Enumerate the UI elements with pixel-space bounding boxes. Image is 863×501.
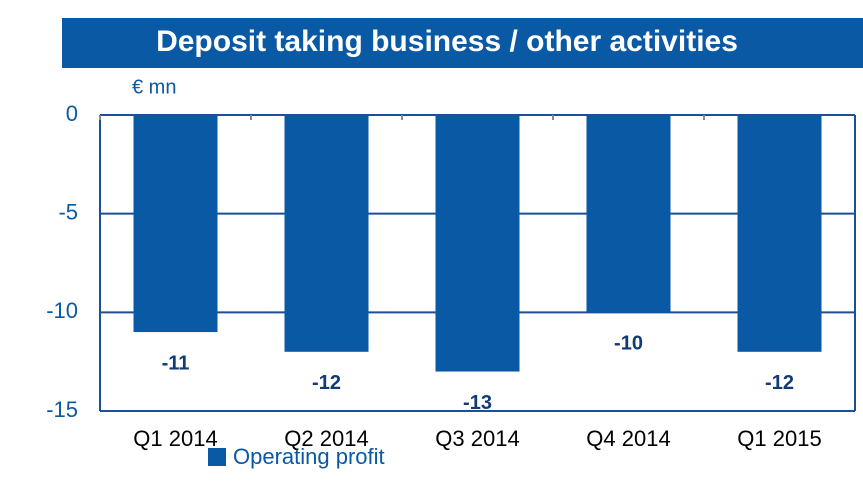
x-tick-label: Q4 2014 <box>586 426 670 451</box>
x-tick-label: Q3 2014 <box>435 426 519 451</box>
bar <box>133 115 218 333</box>
bar <box>586 115 671 313</box>
y-tick-label: -5 <box>58 199 78 224</box>
value-label: -13 <box>463 392 492 414</box>
value-label: -12 <box>765 372 794 394</box>
bar <box>435 115 520 372</box>
value-label: -12 <box>312 372 341 394</box>
legend-swatch <box>208 448 226 466</box>
chart-title: Deposit taking business / other activiti… <box>156 25 738 58</box>
value-label: -10 <box>614 333 643 355</box>
y-tick-label: -10 <box>46 298 78 323</box>
bar <box>284 115 369 352</box>
x-tick-label: Q1 2014 <box>133 426 217 451</box>
y-tick-label: -15 <box>46 397 78 422</box>
bar <box>737 115 822 352</box>
value-label: -11 <box>162 352 190 374</box>
x-tick-label: Q2 2014 <box>284 426 368 451</box>
legend-label: Operating profit <box>233 444 385 469</box>
x-tick-label: Q1 2015 <box>737 426 821 451</box>
y-axis-label: € mn <box>132 76 176 98</box>
title-bar <box>62 18 863 68</box>
y-tick-label: 0 <box>66 101 78 126</box>
